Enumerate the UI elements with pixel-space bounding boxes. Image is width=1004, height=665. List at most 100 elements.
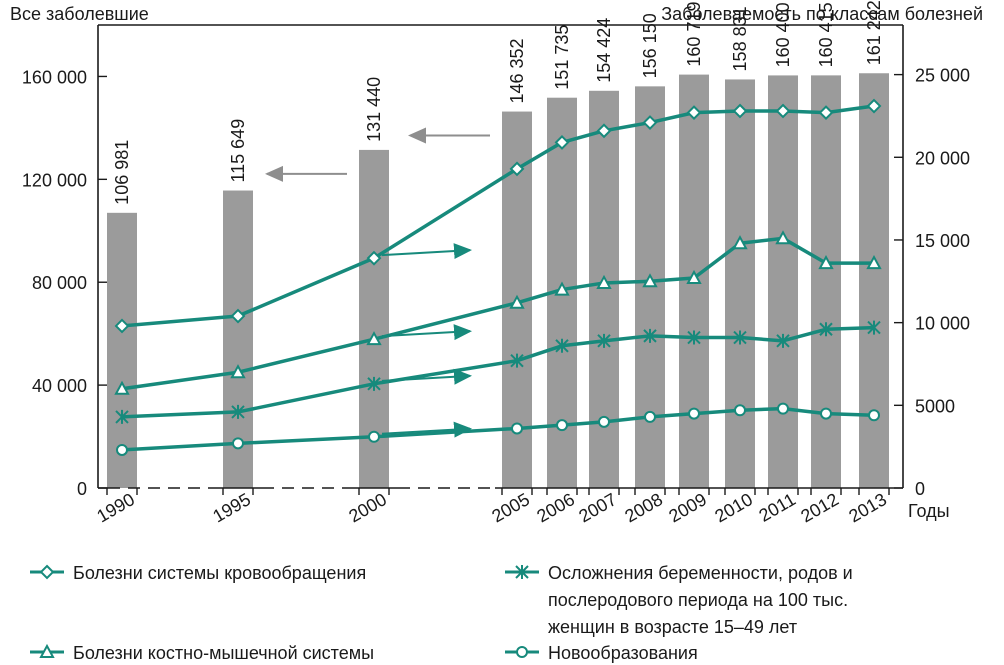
data-point <box>598 415 610 428</box>
right-tick-label: 5000 <box>915 396 955 416</box>
data-point <box>596 123 612 139</box>
data-point <box>820 407 832 420</box>
legend-marker <box>515 565 529 579</box>
data-point <box>554 281 570 296</box>
right-tick-label: 15 000 <box>915 231 970 251</box>
data-point <box>686 105 702 121</box>
data-point <box>643 328 657 343</box>
bar-value-label: 160 719 <box>684 2 704 67</box>
bar-value-label: 158 831 <box>730 6 750 71</box>
x-tick-label: 1990 <box>93 489 138 526</box>
x-tick-label: 1995 <box>209 489 254 526</box>
data-point <box>230 364 246 379</box>
left-axis-title: Все заболевшие <box>10 4 149 24</box>
data-point <box>866 255 882 270</box>
series-line <box>121 406 875 452</box>
data-point <box>818 255 834 270</box>
data-point <box>555 338 569 353</box>
legend-label: Болезни костно-мышечной системы <box>73 643 374 663</box>
data-point <box>366 250 382 266</box>
axis-arrow-right <box>381 243 472 260</box>
right-tick-label: 20 000 <box>915 148 970 168</box>
data-point <box>687 330 701 345</box>
data-point <box>733 330 747 345</box>
legend-marker <box>39 564 55 580</box>
data-point <box>114 318 130 334</box>
data-point <box>116 443 128 456</box>
bar-value-label: 161 242 <box>864 0 884 65</box>
data-point <box>776 333 790 348</box>
data-point <box>775 230 791 245</box>
bar-value-label: 160 415 <box>816 2 836 67</box>
data-point <box>642 115 658 130</box>
data-point <box>866 98 882 114</box>
bar-value-label: 156 150 <box>640 13 660 78</box>
data-point <box>509 294 525 309</box>
bar <box>811 75 841 488</box>
axis-arrow-right <box>381 368 472 385</box>
left-tick-label: 40 000 <box>32 376 87 396</box>
data-point <box>777 402 789 415</box>
legend-label: женщин в возрасте 15–49 лет <box>548 617 797 637</box>
data-point <box>115 409 129 424</box>
data-point <box>230 308 246 324</box>
bar-value-label: 154 424 <box>594 18 614 83</box>
legend-marker <box>39 643 55 658</box>
legend-label: Новообразования <box>548 643 698 663</box>
bar-value-label: 160 400 <box>773 2 793 67</box>
data-point <box>511 422 523 435</box>
left-tick-label: 80 000 <box>32 273 87 293</box>
data-point <box>231 404 245 419</box>
data-point <box>734 404 746 417</box>
bar <box>589 90 619 488</box>
x-tick-label: 2007 <box>575 489 620 526</box>
left-tick-label: 160 000 <box>22 67 87 87</box>
bar-value-label: 131 440 <box>364 77 384 142</box>
x-tick-label: 2006 <box>533 489 578 526</box>
bar <box>859 73 889 488</box>
data-point <box>596 274 612 289</box>
labels-layer: Все заболевшие Заболеваемость по классам … <box>10 0 983 526</box>
data-point <box>686 269 702 284</box>
series-line <box>121 325 875 419</box>
right-tick-label: 0 <box>915 479 925 499</box>
data-point <box>510 353 524 368</box>
data-point <box>509 161 525 177</box>
lines-layer <box>114 98 882 456</box>
data-point <box>775 103 791 119</box>
data-point <box>818 105 834 121</box>
data-point <box>868 409 880 422</box>
data-point <box>732 103 748 119</box>
data-point <box>642 273 658 288</box>
data-point <box>732 235 748 250</box>
x-tick-label: 2000 <box>345 489 390 526</box>
x-tick-label: 2011 <box>755 489 799 526</box>
series-line <box>121 104 875 328</box>
x-tick-label: 2012 <box>797 489 842 526</box>
legend: Болезни системы кровообращения Болезни ко… <box>30 563 853 663</box>
left-tick-label: 120 000 <box>22 170 87 190</box>
data-point <box>232 437 244 450</box>
x-tick-label: 2008 <box>621 489 666 526</box>
bar <box>768 75 798 488</box>
legend-label: Осложнения беременности, родов и <box>548 563 853 583</box>
x-tick-label: 2009 <box>665 489 710 526</box>
bars-layer <box>107 73 889 489</box>
series-line <box>121 236 874 391</box>
bar-value-label: 115 649 <box>228 119 248 183</box>
axis-arrow-right <box>381 421 472 438</box>
bar-value-label: 146 352 <box>507 38 527 103</box>
data-point <box>867 320 881 335</box>
left-tick-label: 0 <box>77 479 87 499</box>
right-tick-label: 25 000 <box>915 66 970 86</box>
data-point <box>819 322 833 337</box>
x-tick-label: 2010 <box>711 489 756 526</box>
legend-label: Болезни системы кровообращения <box>73 563 366 583</box>
x-tick-label: 2005 <box>488 489 533 526</box>
bar <box>107 212 137 488</box>
data-point <box>554 134 570 150</box>
bar-value-label: 151 735 <box>552 25 572 90</box>
data-point <box>556 419 568 432</box>
data-point <box>644 410 656 423</box>
